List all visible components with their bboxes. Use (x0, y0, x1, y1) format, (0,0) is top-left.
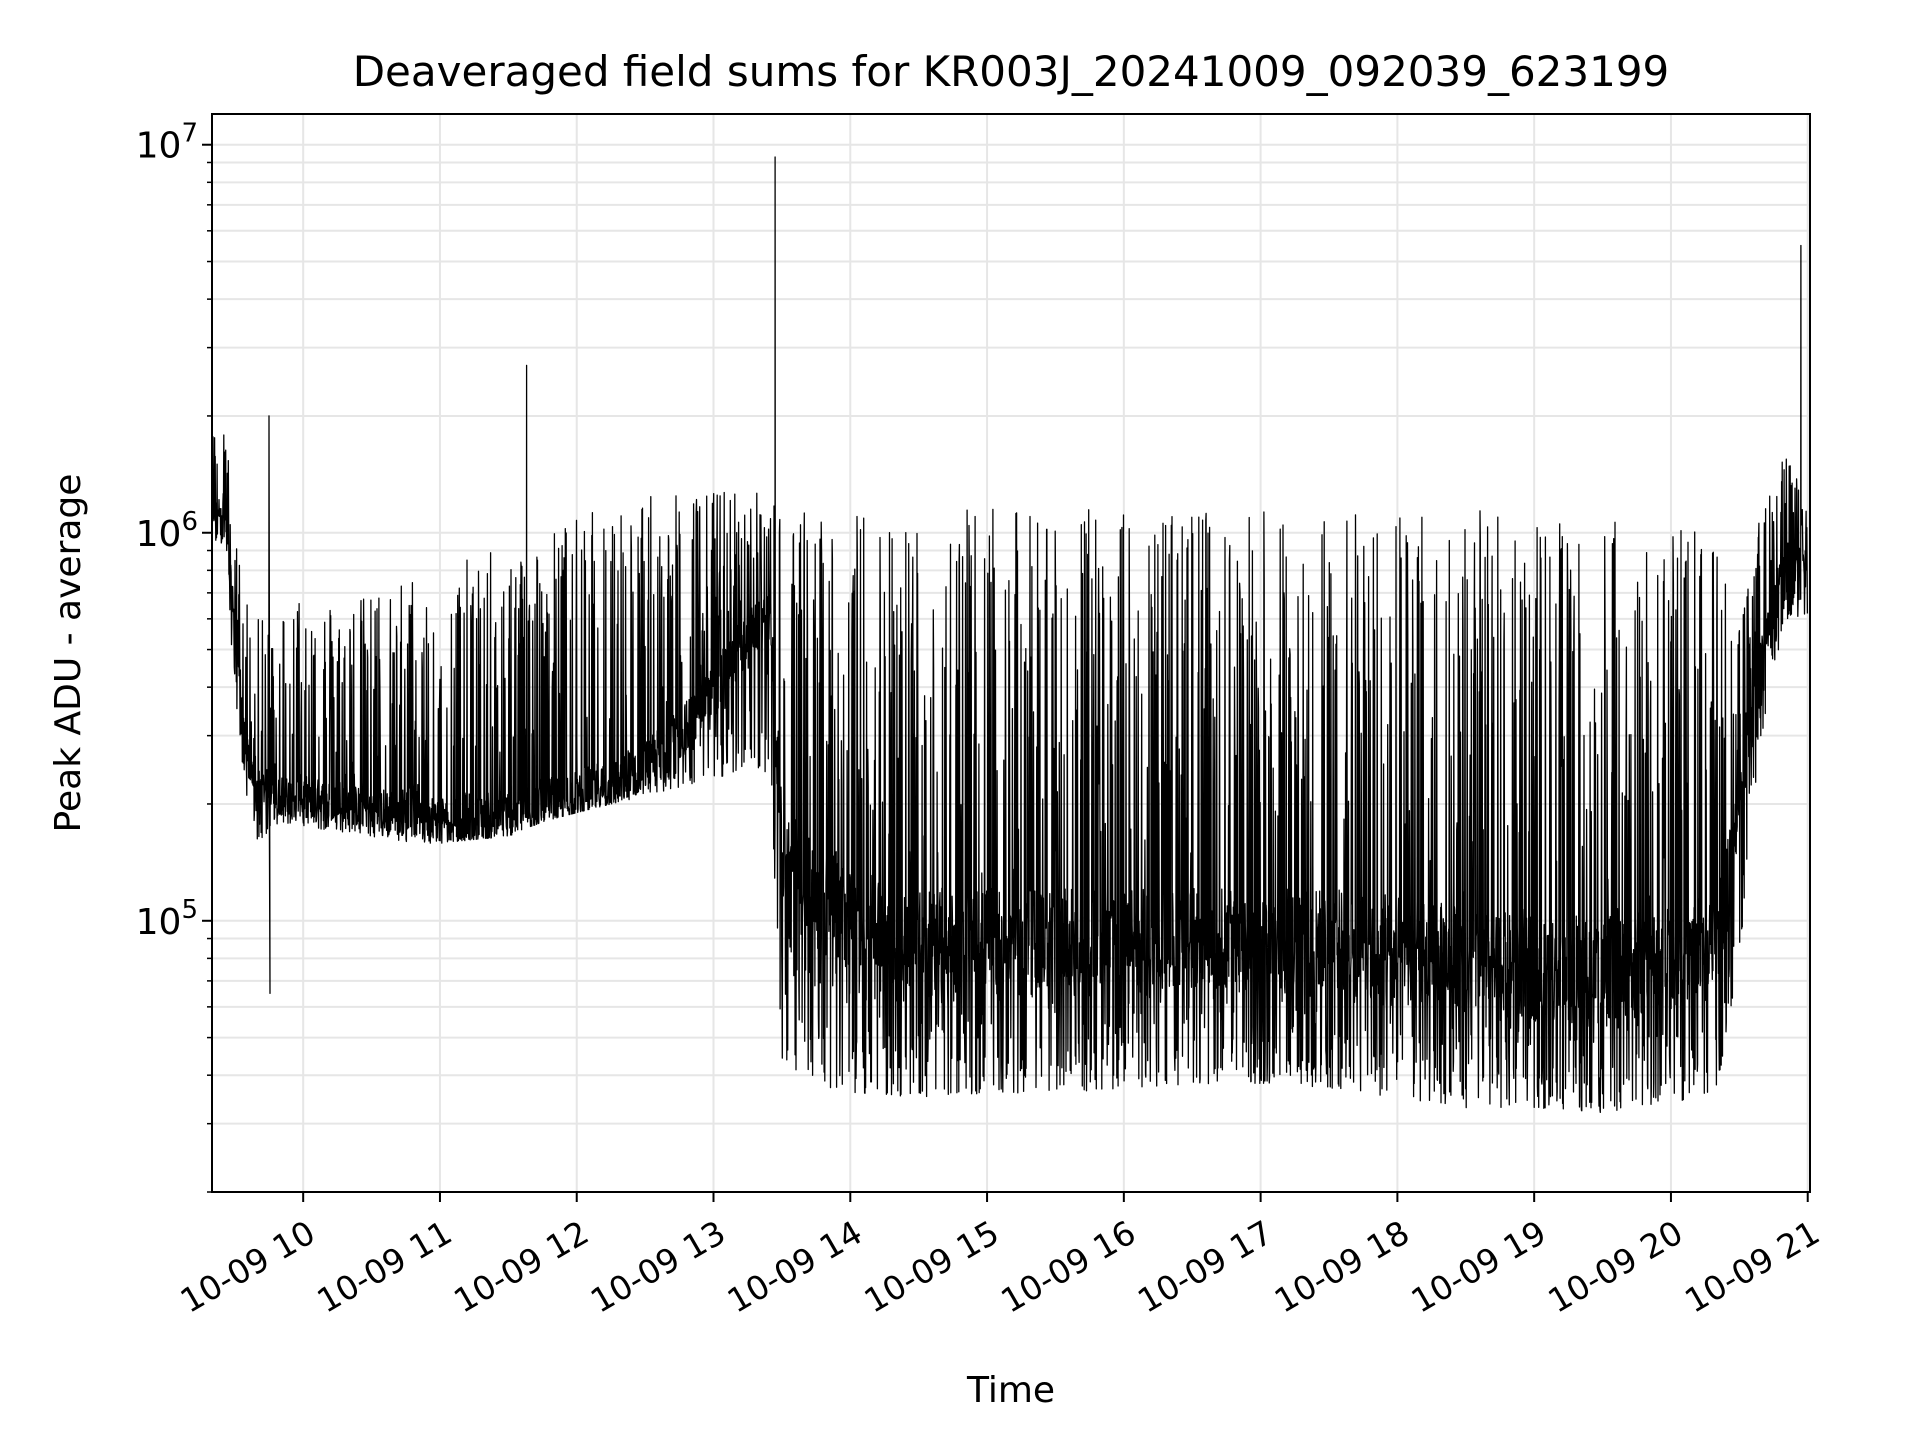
series-line (211, 156, 1809, 1114)
plot-frame (211, 113, 1811, 1193)
x-axis-label: Time (966, 1370, 1055, 1411)
data-series (211, 156, 1809, 1114)
chart-title: Deaveraged field sums for KR003J_2024100… (353, 47, 1670, 96)
y-tick-label: 106 (136, 507, 198, 555)
y-tick-label: 105 (136, 895, 198, 943)
y-tick-label: 107 (136, 119, 198, 167)
y-axis-label: Peak ADU - average (48, 474, 89, 833)
